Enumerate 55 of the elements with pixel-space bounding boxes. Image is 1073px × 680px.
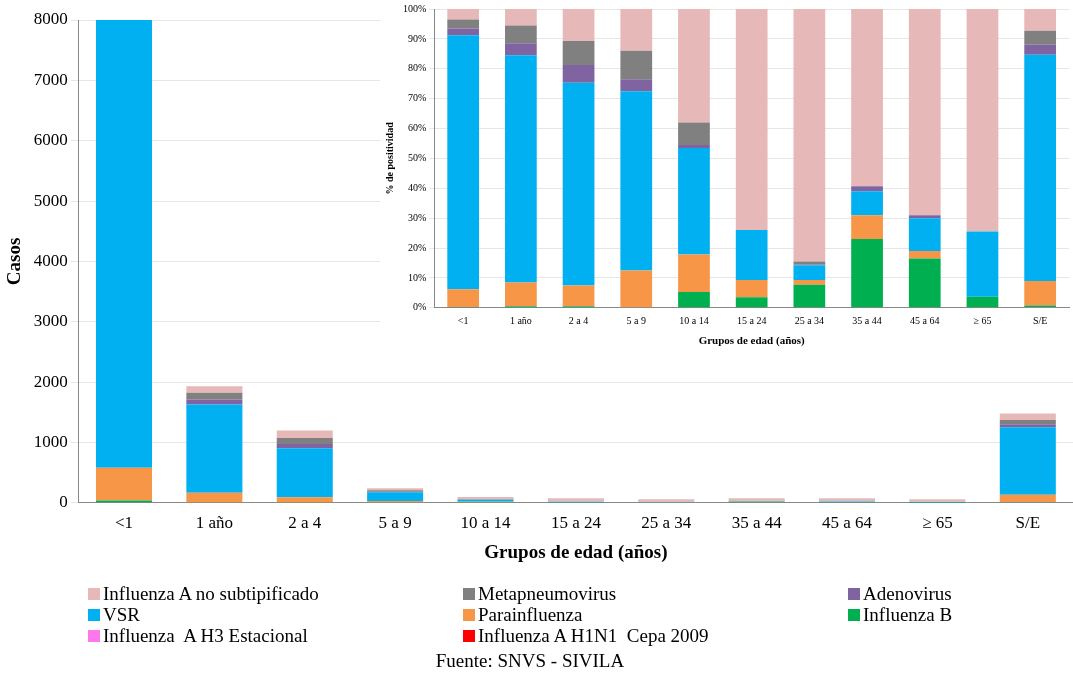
x-tick-label: <1 [457,315,469,327]
x-tick-label: 2 a 4 [568,315,589,327]
y-tick-label: 1000 [33,431,68,451]
legend-label: Adenovirus [863,583,952,604]
x-tick-label: 10 a 14 [679,315,709,327]
y-tick-label: 80% [407,62,427,74]
legend-label: Parainfluenza [478,604,583,625]
y-tick-label: 0% [412,301,427,313]
x-tick-label: ≥ 65 [922,513,953,533]
y-tick-label: 30% [407,211,427,223]
x-tick-label: 45 a 64 [910,315,940,327]
y-tick-label: 8000 [33,9,68,29]
x-tick-label: 25 a 34 [794,315,825,327]
y-tick-label: 0 [59,492,68,512]
x-axis-title: Grupos de edad (años) [484,540,668,563]
x-tick-label: 1 año [195,513,234,533]
y-tick-label: 5000 [33,190,68,210]
x-tick-label: <1 [114,513,134,533]
y-tick-label: 60% [407,122,427,134]
y-tick-label: 50% [407,152,427,164]
legend-label: Metapneumovirus [478,583,617,604]
x-tick-label: 45 a 64 [822,513,873,533]
y-axis-title: Casos [3,237,25,286]
x-tick-label: ≥ 65 [973,315,992,327]
legend-label: Influenza A H3 Estacional [103,625,308,646]
x-tick-label: 2 a 4 [288,513,322,533]
y-tick-label: 2000 [33,371,68,391]
y-tick-label: 3000 [33,311,68,331]
y-tick-label: 6000 [33,130,68,150]
x-tick-label: 25 a 34 [641,513,692,533]
legend-label: Influenza A H1N1 Cepa 2009 [478,625,709,646]
y-tick-label: 10% [407,271,427,283]
y-tick-label: 90% [407,32,427,44]
y-tick-label: 20% [407,241,427,253]
y-tick-label: 100% [402,2,427,14]
legend-label: Influenza A no subtipificado [103,583,319,604]
x-tick-label: 15 a 24 [550,513,602,533]
x-tick-label: S/E [1015,513,1041,533]
x-tick-label: 15 a 24 [736,315,767,327]
x-tick-label: S/E [1032,315,1048,327]
source-note: Fuente: SNVS - SIVILA [434,650,626,672]
x-tick-label: 35 a 44 [731,513,783,533]
x-axis-title: Grupos de edad (años) [698,334,806,348]
legend-label: VSR [103,604,140,625]
legend-label: Influenza B [863,604,953,625]
x-tick-label: 1 año [509,315,532,327]
y-axis-title: % de positividad [383,121,395,195]
y-tick-label: 4000 [33,250,68,270]
y-tick-label: 70% [407,92,427,104]
y-tick-label: 40% [407,181,427,193]
x-tick-label: 35 a 44 [852,315,882,327]
x-tick-label: 5 a 9 [378,513,412,533]
y-tick-label: 7000 [33,69,68,89]
x-tick-label: 5 a 9 [626,315,646,327]
x-tick-label: 10 a 14 [460,513,512,533]
